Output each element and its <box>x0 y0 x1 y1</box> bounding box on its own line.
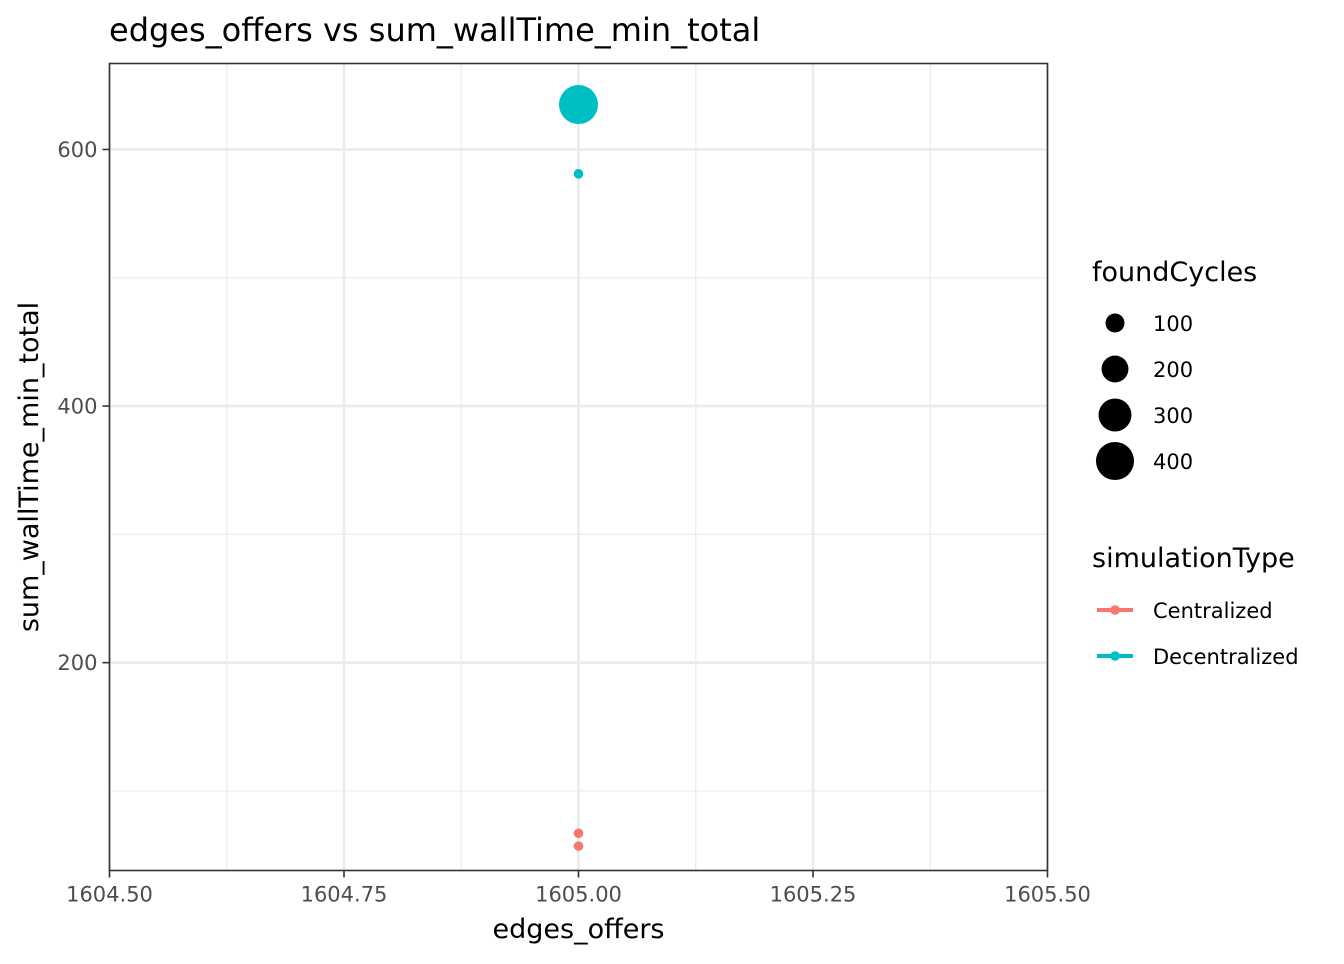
color-legend-label: Centralized <box>1153 599 1273 623</box>
size-legend: foundCycles 100 200 300 400 <box>1092 257 1257 481</box>
x-tick-label: 1604.50 <box>66 883 153 907</box>
y-tick-label: 600 <box>57 138 97 162</box>
chart-title: edges_offers vs sum_wallTime_min_total <box>109 11 760 49</box>
x-axis: 1604.50 1604.75 1605.00 1605.25 1605.50 <box>66 870 1091 907</box>
data-points <box>559 85 598 851</box>
size-legend-title: foundCycles <box>1092 257 1257 288</box>
y-axis-title: sum_wallTime_min_total <box>14 302 45 632</box>
x-axis-title: edges_offers <box>493 914 665 945</box>
data-point-decentralized <box>573 169 584 179</box>
size-legend-label: 200 <box>1153 358 1193 382</box>
size-legend-label: 300 <box>1153 404 1193 428</box>
size-legend-label: 400 <box>1153 450 1193 474</box>
size-legend-label: 100 <box>1153 312 1193 336</box>
y-tick-label: 400 <box>57 395 97 419</box>
data-point-centralized <box>573 841 584 851</box>
y-axis: 200 400 600 <box>57 138 110 675</box>
y-tick-label: 200 <box>57 651 97 675</box>
x-tick-label: 1605.50 <box>1004 883 1091 907</box>
size-legend-key <box>1105 313 1125 333</box>
size-legend-key <box>1101 355 1129 383</box>
data-point-decentralized <box>559 85 598 125</box>
color-legend-key <box>1110 651 1120 661</box>
size-legend-key <box>1095 441 1135 481</box>
color-legend-title: simulationType <box>1092 543 1295 574</box>
data-point-centralized <box>573 828 584 839</box>
color-legend-key <box>1110 605 1120 615</box>
size-legend-key <box>1098 398 1132 432</box>
x-tick-label: 1605.00 <box>535 883 622 907</box>
color-legend-label: Decentralized <box>1153 645 1299 669</box>
x-tick-label: 1605.25 <box>770 883 857 907</box>
x-tick-label: 1604.75 <box>301 883 388 907</box>
color-legend: simulationType Centralized Decentralized <box>1092 543 1299 669</box>
